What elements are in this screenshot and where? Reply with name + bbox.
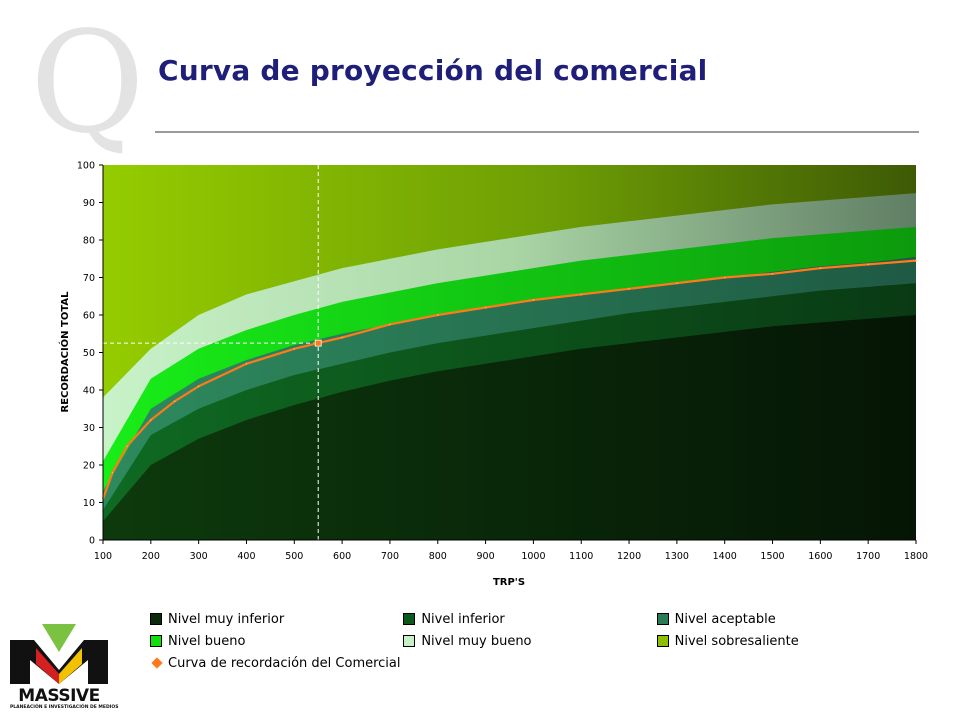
decorative-q-letter: Q xyxy=(30,2,145,165)
x-tick-label: 1500 xyxy=(760,551,784,562)
chart-legend: Nivel muy inferior Nivel inferior Nivel … xyxy=(150,608,910,674)
legend-item-aceptable: Nivel aceptable xyxy=(656,611,910,627)
x-tick-label: 1600 xyxy=(808,551,832,562)
recall-curve-point xyxy=(150,419,152,421)
x-tick-label: 600 xyxy=(333,551,351,562)
legend-item-sobresaliente: Nivel sobresaliente xyxy=(656,633,910,649)
legend-swatch-muy-bueno xyxy=(403,635,416,647)
x-tick-label: 400 xyxy=(237,551,255,562)
logo-wordmark: MASSIVE xyxy=(18,686,100,706)
recall-curve-point xyxy=(580,293,583,296)
recall-curve-point xyxy=(389,323,391,326)
legend-swatch-aceptable xyxy=(656,613,669,625)
y-tick-label: 70 xyxy=(83,273,95,284)
recall-curve-point xyxy=(819,267,822,269)
x-tick-label: 500 xyxy=(285,551,303,562)
title-divider xyxy=(155,131,919,133)
recall-curve-point xyxy=(867,263,869,266)
legend-label: Nivel muy inferior xyxy=(168,611,285,627)
chart-bands xyxy=(103,165,916,540)
slide-title: Curva de proyección del comercial xyxy=(158,54,708,87)
recall-curve-point xyxy=(915,259,917,262)
x-tick-label: 200 xyxy=(142,551,160,562)
legend-label: Curva de recordación del Comercial xyxy=(168,655,401,671)
legend-label: Nivel muy bueno xyxy=(421,633,532,649)
x-tick-label: 800 xyxy=(429,551,447,562)
legend-item-muy-bueno: Nivel muy bueno xyxy=(403,634,656,649)
legend-item-bueno: Nivel bueno xyxy=(150,634,403,649)
legend-swatch-inferior xyxy=(403,613,416,625)
y-tick-label: 100 xyxy=(77,161,95,172)
x-axis-label: TRP'S xyxy=(493,577,525,588)
y-tick-label: 50 xyxy=(83,348,95,359)
recall-curve-point xyxy=(293,347,296,350)
highlight-point xyxy=(314,339,322,347)
recall-curve-point xyxy=(197,385,200,388)
chart-curve xyxy=(101,259,917,500)
legend-swatch-sobresaliente xyxy=(656,635,669,647)
x-tick-label: 1300 xyxy=(665,551,689,562)
x-tick-label: 1700 xyxy=(856,551,880,562)
legend-label: Nivel bueno xyxy=(168,633,246,649)
recall-curve-point xyxy=(245,362,248,365)
y-tick-label: 90 xyxy=(83,198,95,209)
legend-label: Nivel aceptable xyxy=(674,611,776,627)
y-tick-label: 0 xyxy=(89,536,95,547)
y-tick-label: 60 xyxy=(83,311,95,322)
recall-curve-point xyxy=(341,336,343,339)
y-axis-label: RECORDACIÓN TOTAL xyxy=(58,291,71,413)
recall-curve-point xyxy=(126,445,128,448)
x-tick-label: 1800 xyxy=(904,551,928,562)
chart-guides xyxy=(103,165,319,540)
recall-curve-point xyxy=(771,272,774,275)
x-tick-label: 100 xyxy=(94,551,112,562)
legend-marker-curva xyxy=(151,657,163,669)
x-tick-label: 900 xyxy=(477,551,495,562)
y-tick-label: 20 xyxy=(83,461,95,472)
legend-swatch-muy-inferior xyxy=(150,613,162,625)
legend-item-muy-inferior: Nivel muy inferior xyxy=(150,612,403,627)
recall-curve-point xyxy=(173,400,176,403)
x-tick-label: 1000 xyxy=(521,551,545,562)
recall-curve-point xyxy=(723,276,726,279)
recall-curve-point xyxy=(676,282,678,284)
y-tick-label: 40 xyxy=(83,386,95,397)
legend-swatch-bueno xyxy=(150,635,162,647)
legend-label: Nivel inferior xyxy=(421,611,505,627)
massive-logo: MASSIVE PLANEACIÓN E INVESTIGACIÓN DE ME… xyxy=(10,624,119,714)
x-tick-label: 1400 xyxy=(713,551,737,562)
chart-axes: 0 10 20 30 40 50 60 70 80 90 100 100 200 300 400 500 600… xyxy=(77,161,928,563)
band-muy-inferior xyxy=(103,315,916,540)
recall-curve-line xyxy=(101,259,917,500)
logo-tagline: PLANEACIÓN E INVESTIGACIÓN DE MEDIOS xyxy=(10,705,119,710)
recall-curve-point xyxy=(484,306,487,309)
recall-curve-point xyxy=(628,287,630,290)
y-tick-label: 30 xyxy=(83,423,95,434)
x-tick-label: 1200 xyxy=(617,551,641,562)
x-tick-label: 700 xyxy=(381,551,399,562)
recall-curve-point xyxy=(436,314,439,316)
y-tick-label: 80 xyxy=(83,236,95,247)
legend-item-inferior: Nivel inferior xyxy=(403,612,656,627)
legend-item-curva: Curva de recordación del Comercial xyxy=(150,656,550,671)
y-tick-label: 10 xyxy=(83,498,95,509)
recall-curve-point xyxy=(111,471,114,474)
x-tick-label: 300 xyxy=(190,551,208,562)
massive-logo-icon xyxy=(10,624,108,684)
x-tick-label: 1100 xyxy=(569,551,593,562)
recall-curve-point xyxy=(532,299,535,301)
legend-label: Nivel sobresaliente xyxy=(674,633,799,649)
